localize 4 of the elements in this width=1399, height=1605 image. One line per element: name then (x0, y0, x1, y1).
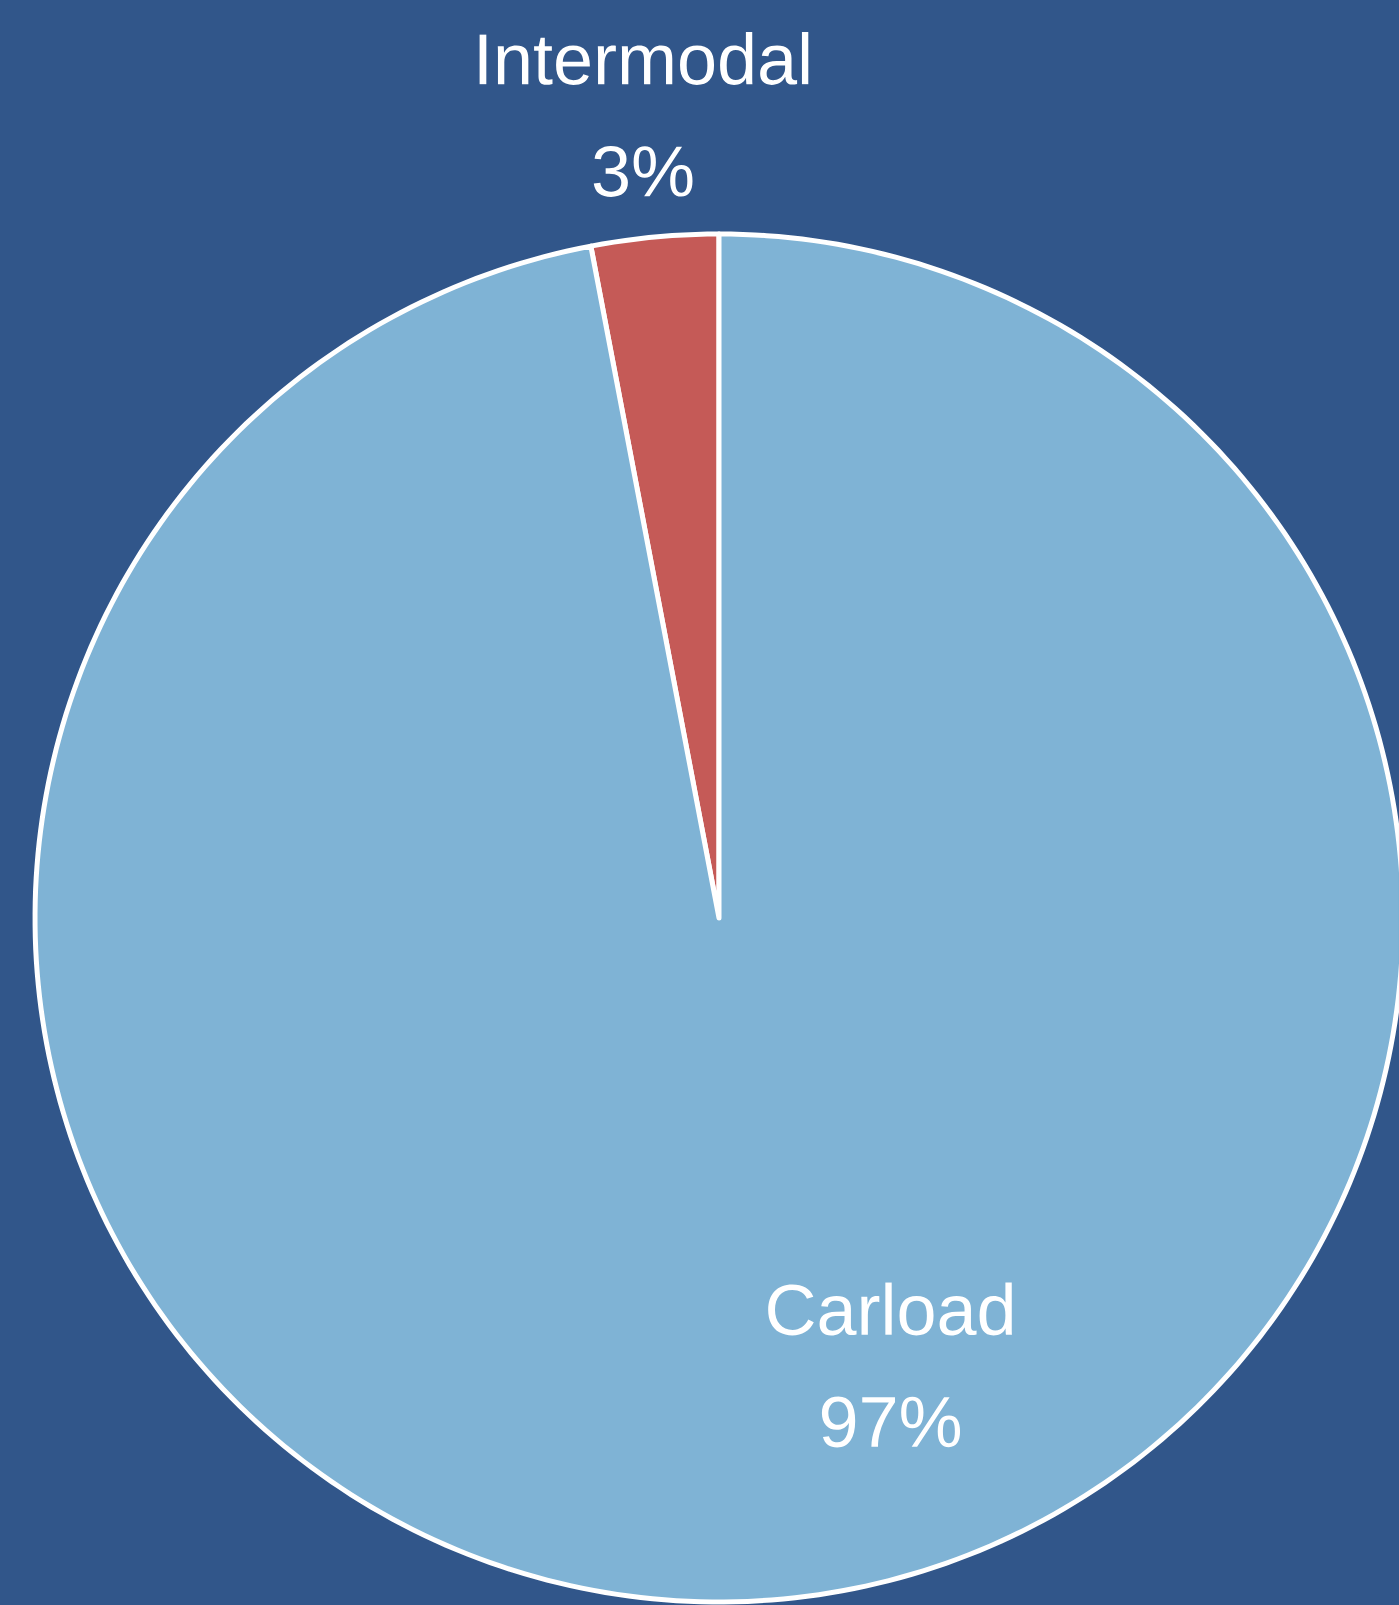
slice-label: Carload (768, 1282, 1012, 1336)
slice-label: Intermodal (479, 32, 809, 85)
data-label: 3% (593, 145, 693, 197)
data-label: 97% (821, 1396, 961, 1448)
